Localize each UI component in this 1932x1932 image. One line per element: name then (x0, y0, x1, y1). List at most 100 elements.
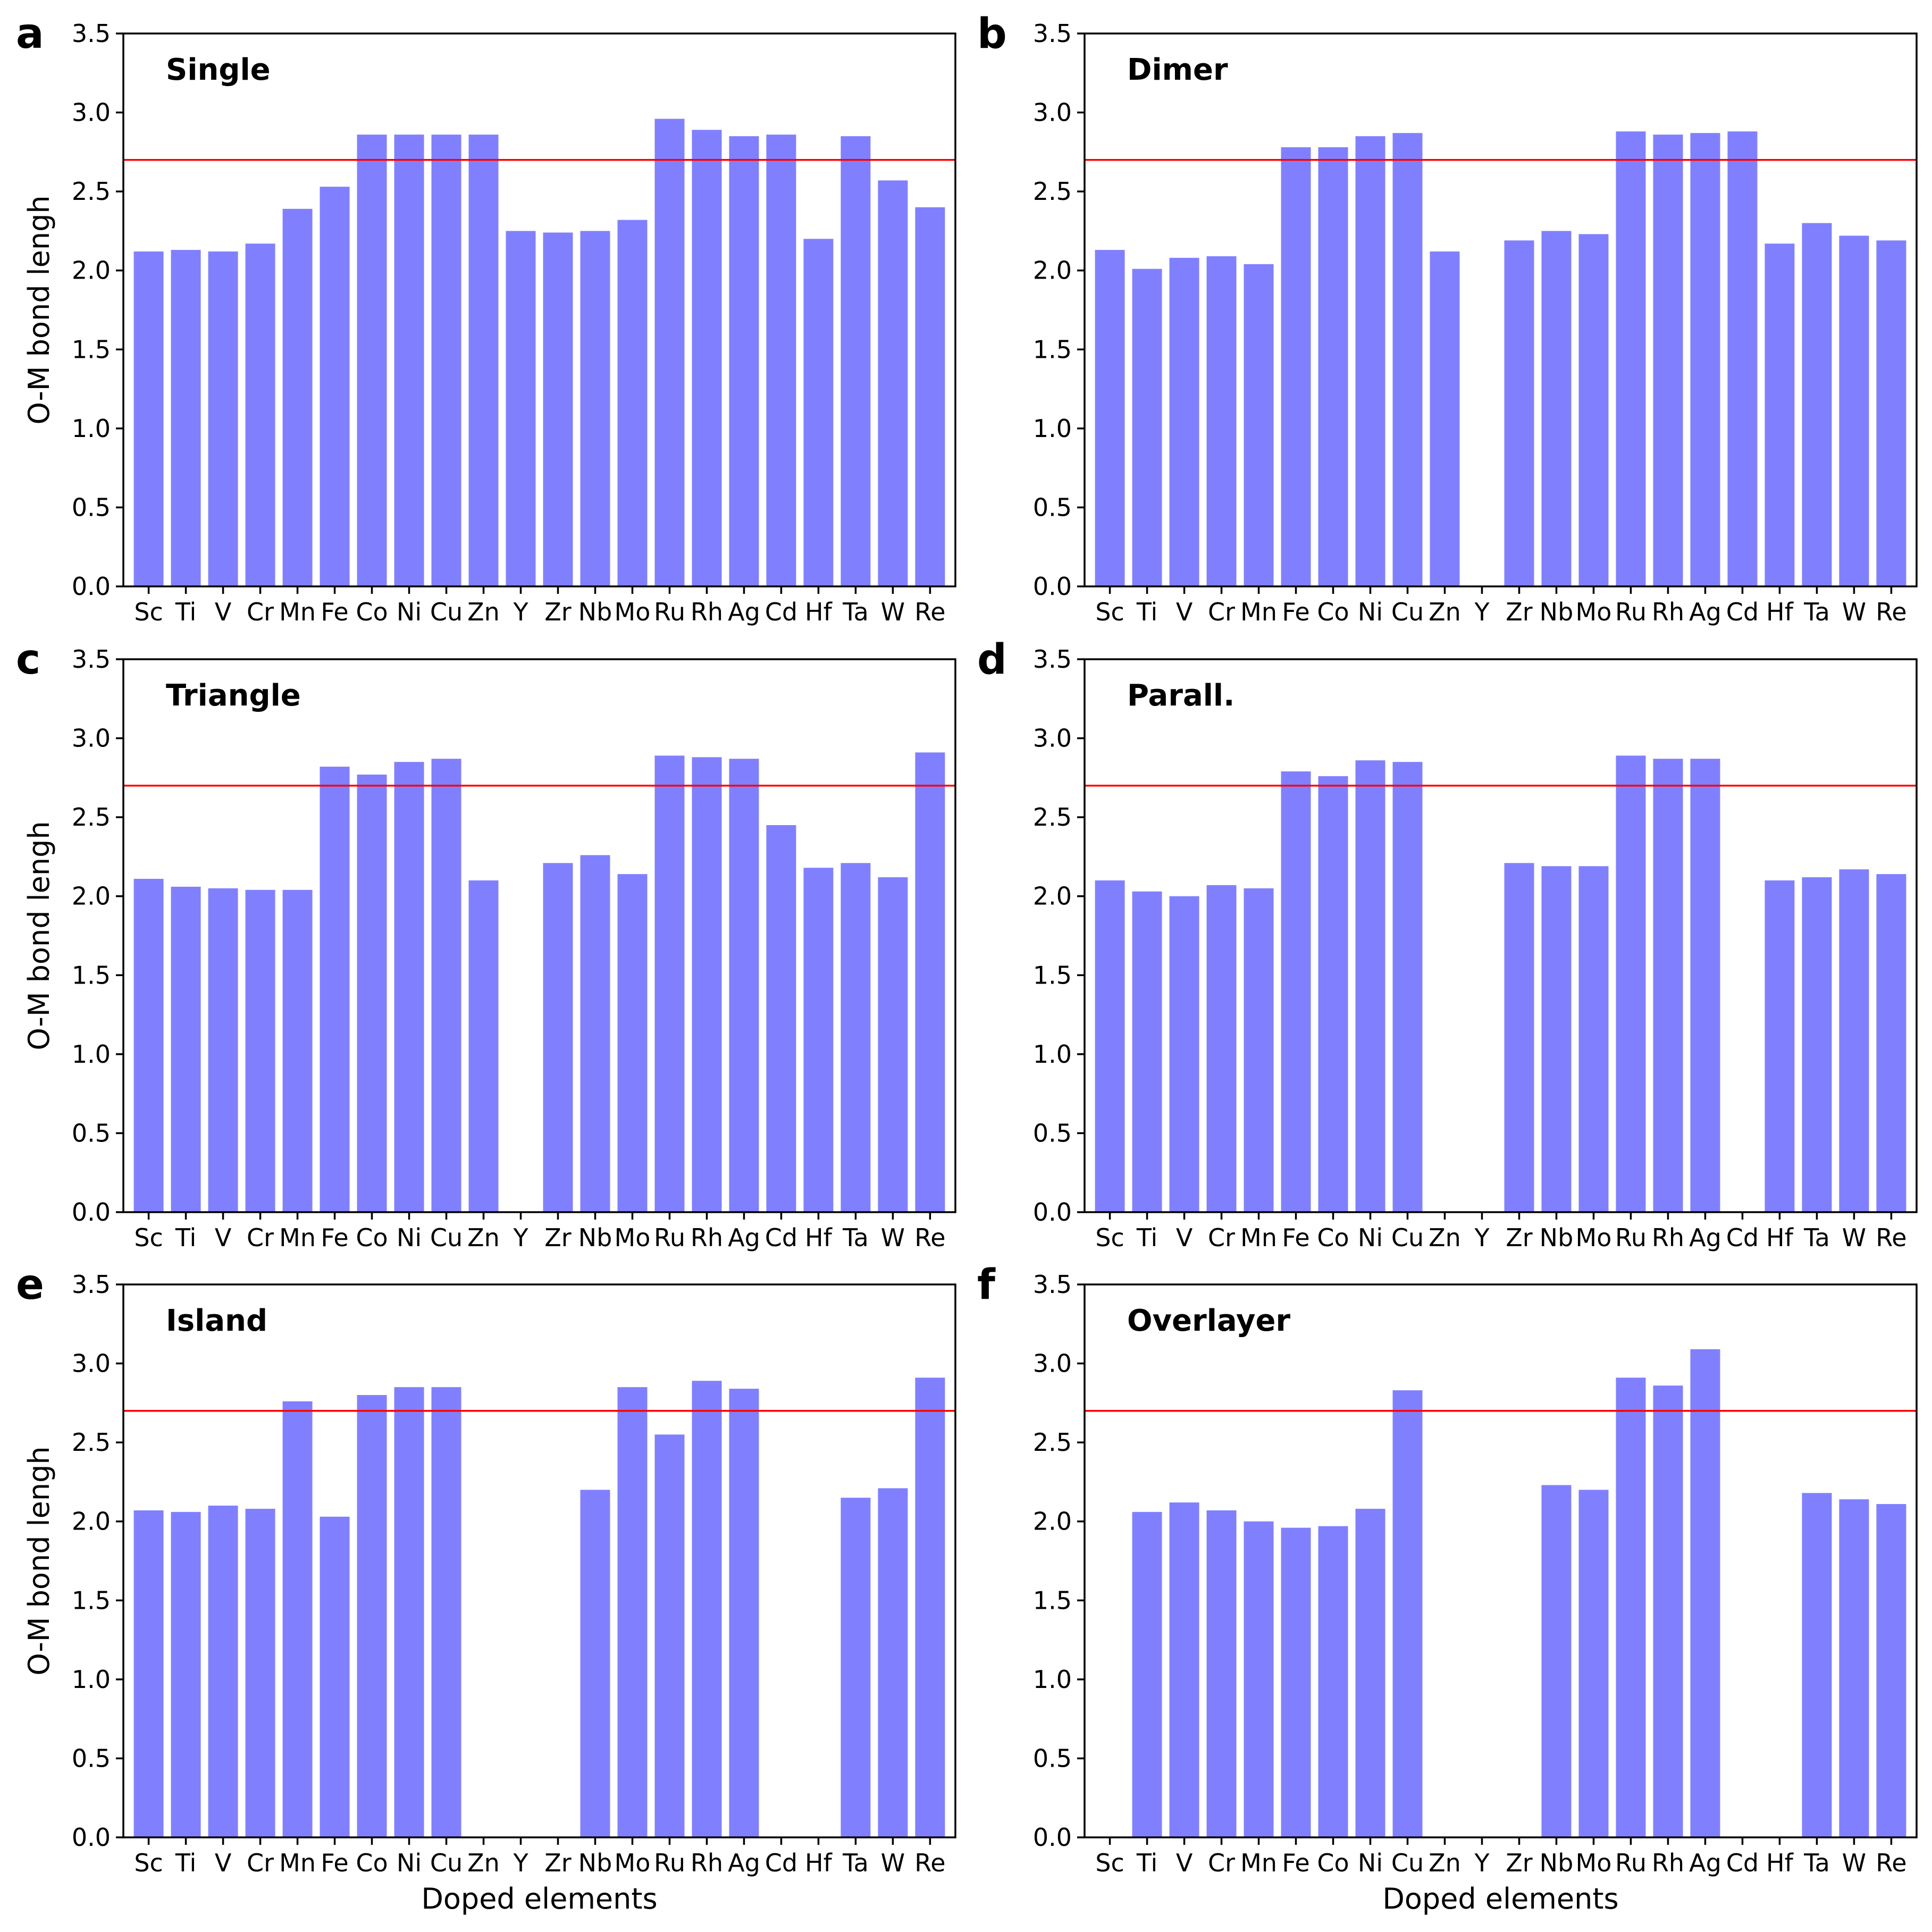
x-tick-label-mo: Mo (1576, 1849, 1612, 1877)
bar-ni (1355, 136, 1385, 587)
x-tick-label-cr: Cr (1208, 1223, 1235, 1252)
panel-title: Single (166, 53, 271, 87)
x-tick-label-cd: Cd (765, 1223, 797, 1252)
chart-panel-e: 0.0 0.5 1.0 1.5 2.0 2.5 3.0 3.5 Sc Ti V Cr Mn Fe Co Ni C… (16, 1261, 956, 1916)
x-tick-label-y: Y (1474, 1849, 1490, 1877)
x-tick-label-fe: Fe (1282, 598, 1309, 626)
x-tick-label-hf: Hf (1766, 598, 1794, 626)
bar-ta (1802, 877, 1832, 1212)
x-tick-label-ag: Ag (728, 1849, 760, 1877)
y-tick-label: 3.5 (1033, 645, 1072, 674)
y-tick-label: 1.5 (1033, 961, 1072, 989)
x-tick-label-mo: Mo (1576, 598, 1612, 626)
x-tick-label-rh: Rh (691, 1849, 723, 1877)
bar-ni (394, 762, 424, 1212)
y-tick-label: 1.5 (72, 1586, 111, 1615)
plot-frame (122, 658, 956, 1213)
y-tick-label: 2.5 (1033, 803, 1072, 831)
bar-w (1839, 1499, 1869, 1837)
bar-rh (692, 1381, 722, 1837)
x-tick-label-ru: Ru (1615, 1223, 1647, 1252)
x-tick-label-sc: Sc (134, 1223, 163, 1252)
x-tick-label-mn: Mn (1240, 1223, 1277, 1252)
y-tick-label: 3.0 (72, 724, 111, 753)
bar-hf (1765, 880, 1795, 1212)
x-tick-label-sc: Sc (134, 598, 163, 626)
y-tick-label: 3.0 (72, 98, 111, 127)
bar-cu (1392, 133, 1423, 586)
y-tick-label: 3.0 (1033, 724, 1072, 753)
x-tick-label-nb: Nb (578, 1223, 612, 1252)
panel-letter: a (16, 10, 44, 58)
bar-mn (282, 1401, 313, 1837)
x-tick-label-re: Re (1876, 1223, 1906, 1252)
x-tick-label-zr: Zr (544, 1849, 572, 1877)
y-tick-label: 2.0 (72, 256, 111, 285)
y-tick-label: 1.0 (1033, 1665, 1072, 1694)
plot-frame (1083, 1283, 1918, 1838)
bar-ag (729, 759, 759, 1212)
x-tick-label-co: Co (356, 598, 388, 626)
bar-ti (171, 250, 201, 587)
panel-letter: b (977, 10, 1007, 58)
y-tick-label: 2.5 (1033, 1428, 1072, 1457)
x-tick-label-ni: Ni (397, 1849, 422, 1877)
x-tick-label-cr: Cr (247, 1223, 274, 1252)
bar-ti (1132, 1511, 1162, 1837)
plot-frame (122, 1283, 956, 1838)
x-tick-label-cr: Cr (1208, 1849, 1235, 1877)
x-tick-label-w: W (1842, 1223, 1866, 1252)
bar-ag (1690, 1349, 1720, 1837)
x-tick-label-zr: Zr (1506, 1223, 1533, 1252)
x-tick-label-y: Y (1474, 1223, 1490, 1252)
x-tick-label-rh: Rh (691, 1223, 723, 1252)
chart-panel-f: 0.0 0.5 1.0 1.5 2.0 2.5 3.0 3.5 Sc Ti V Cr Mn Fe Co Ni C… (977, 1261, 1918, 1916)
x-tick-label-cr: Cr (1208, 598, 1235, 626)
bar-fe (320, 187, 350, 586)
bar-mn (1244, 888, 1274, 1212)
x-tick-label-ru: Ru (654, 1849, 685, 1877)
bar-fe (320, 767, 350, 1212)
x-tick-label-ru: Ru (1615, 598, 1647, 626)
bar-rh (692, 130, 722, 586)
bar-cr (1206, 256, 1237, 586)
x-tick-label-co: Co (1317, 1223, 1349, 1252)
x-tick-label-ti: Ti (1136, 1223, 1157, 1252)
bar-co (1318, 1526, 1348, 1837)
bar-mn (1244, 1521, 1274, 1837)
bar-re (915, 752, 945, 1212)
bar-nb (1541, 1485, 1572, 1837)
plot-frame (122, 32, 956, 587)
bar-mo (1578, 1490, 1609, 1837)
x-tick-label-cd: Cd (765, 1849, 797, 1877)
y-tick-label: 2.5 (72, 803, 111, 831)
bar-fe (1281, 147, 1311, 586)
bar-hf (803, 868, 834, 1212)
bar-ta (841, 136, 871, 587)
bar-ni (394, 1387, 424, 1837)
bar-ni (1355, 760, 1385, 1212)
x-tick-label-cu: Cu (1391, 1849, 1424, 1877)
bar-zr (543, 232, 573, 586)
x-tick-label-zr: Zr (1506, 598, 1533, 626)
x-tick-label-ag: Ag (728, 1223, 760, 1252)
bar-hf (803, 239, 834, 586)
x-tick-label-hf: Hf (805, 598, 833, 626)
y-tick-label: 0.5 (72, 1119, 111, 1147)
x-tick-label-ti: Ti (1136, 1849, 1157, 1877)
x-tick-label-fe: Fe (321, 1223, 348, 1252)
bar-mo (1578, 866, 1609, 1212)
bar-sc (1095, 880, 1125, 1212)
bar-ti (1132, 268, 1162, 586)
bar-mn (282, 208, 313, 586)
y-axis-label: O-M bond lengh (22, 1446, 56, 1675)
bar-w (878, 180, 908, 586)
bar-zr (1504, 240, 1534, 586)
x-tick-label-mn: Mn (279, 1849, 316, 1877)
y-tick-label: 0.0 (72, 572, 111, 601)
bar-co (1318, 776, 1348, 1212)
x-tick-label-ru: Ru (1615, 1849, 1647, 1877)
bar-mn (282, 889, 313, 1212)
bar-fe (320, 1516, 350, 1837)
y-tick-label: 3.5 (72, 645, 111, 674)
